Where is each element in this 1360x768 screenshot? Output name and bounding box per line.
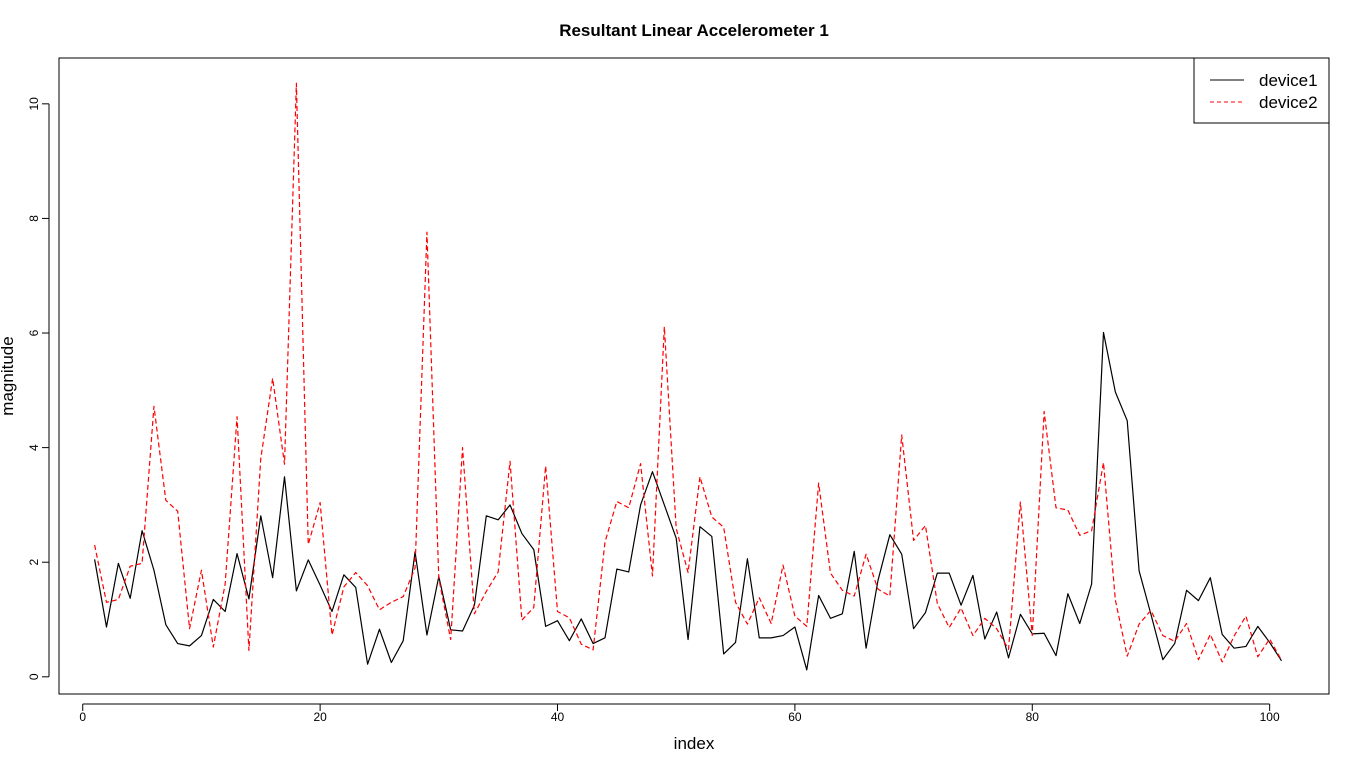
plot-area (58, 57, 1330, 695)
x-axis: 0 20 40 60 80 100 (79, 703, 1280, 724)
y-tick-label: 2 (27, 559, 41, 566)
y-tick-label: 4 (27, 444, 41, 451)
x-tick-label: 60 (788, 710, 802, 724)
y-axis-label: magnitude (0, 336, 17, 415)
chart-title: Resultant Linear Accelerometer 1 (559, 21, 829, 40)
legend-box (1193, 57, 1330, 124)
x-tick-label: 20 (313, 710, 327, 724)
x-tick-label: 100 (1260, 710, 1280, 724)
y-tick-label: 0 (27, 673, 41, 680)
y-tick-label: 10 (27, 97, 41, 111)
x-tick-label: 0 (79, 710, 86, 724)
y-tick-label: 8 (27, 215, 41, 222)
x-tick-label: 40 (551, 710, 565, 724)
y-axis: 0 2 4 6 8 10 (27, 97, 50, 680)
x-tick-label: 80 (1026, 710, 1040, 724)
legend-label-device2: device2 (1259, 93, 1318, 112)
legend-label-device1: device1 (1259, 71, 1318, 90)
x-axis-label: index (674, 734, 715, 753)
series-line-device2 (94, 82, 1283, 663)
legend: device1 device2 (1193, 57, 1330, 124)
series-layer (94, 82, 1283, 671)
series-line-device1 (94, 331, 1283, 671)
y-tick-label: 6 (27, 329, 41, 336)
